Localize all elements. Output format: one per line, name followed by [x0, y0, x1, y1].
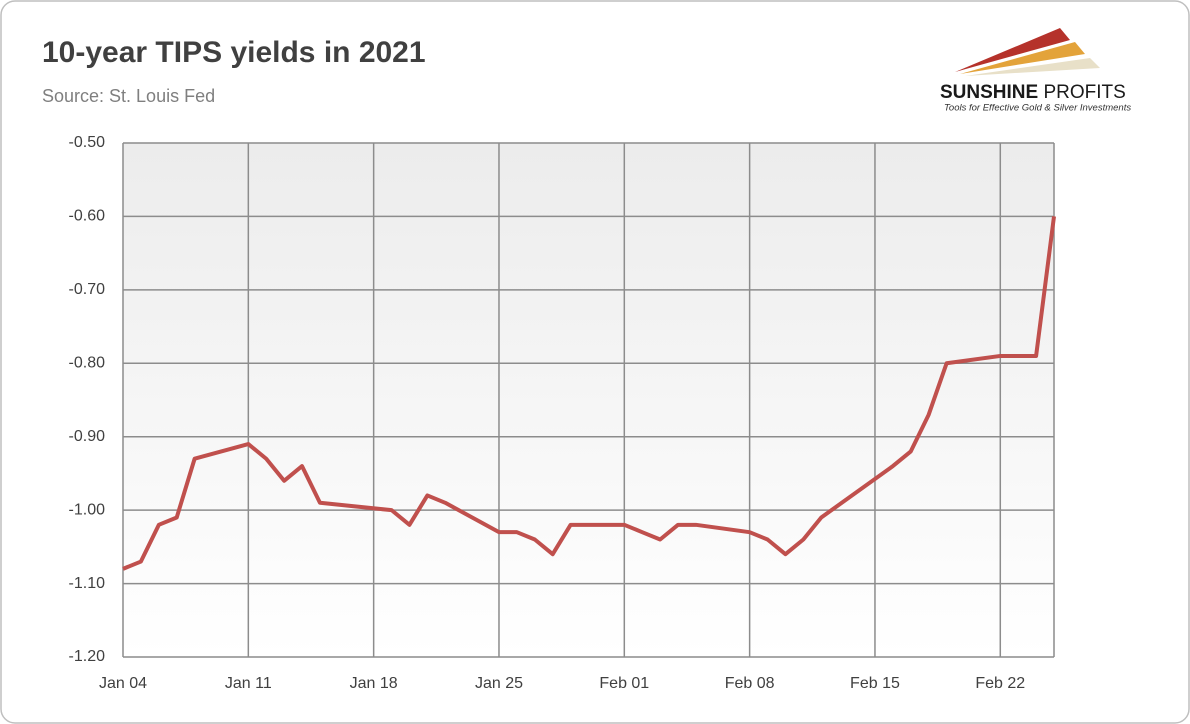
y-tick-label: -0.80	[69, 355, 106, 372]
logo-brand: PROFITS	[1043, 82, 1125, 103]
logo-name: SUNSHINE PROFITS	[940, 82, 1126, 103]
x-tick-label: Feb 01	[599, 675, 649, 692]
y-tick-label: -1.00	[69, 501, 106, 518]
logo-swoosh	[955, 28, 1070, 72]
y-tick-label: -0.50	[69, 134, 106, 151]
y-tick-label: -1.20	[69, 648, 106, 665]
plot-area	[123, 143, 1054, 657]
chart-title: 10-year TIPS yields in 2021	[42, 36, 426, 69]
y-tick-label: -0.90	[69, 428, 106, 445]
x-tick-label: Jan 25	[475, 675, 523, 692]
x-tick-label: Jan 11	[225, 675, 272, 692]
chart-subtitle: Source: St. Louis Fed	[42, 86, 215, 106]
x-tick-label: Feb 22	[975, 675, 1025, 692]
y-tick-label: -0.70	[69, 281, 106, 298]
logo-tagline: Tools for Effective Gold & Silver Invest…	[944, 103, 1131, 114]
logo-swoosh	[960, 42, 1085, 74]
x-tick-label: Feb 08	[725, 675, 775, 692]
logo-swoosh	[965, 58, 1100, 76]
y-tick-label: -1.10	[69, 575, 106, 592]
line	[122, 216, 1056, 571]
x-tick-label: Jan 18	[350, 675, 398, 692]
logo-brand-bold: SUNSHINE	[940, 82, 1038, 103]
logo: SUNSHINE PROFITS Tools for Effective Gol…	[940, 28, 1131, 114]
x-tick-label: Feb 15	[850, 675, 900, 692]
y-tick-label: -0.60	[69, 208, 106, 225]
x-tick-label: Jan 04	[99, 675, 147, 692]
